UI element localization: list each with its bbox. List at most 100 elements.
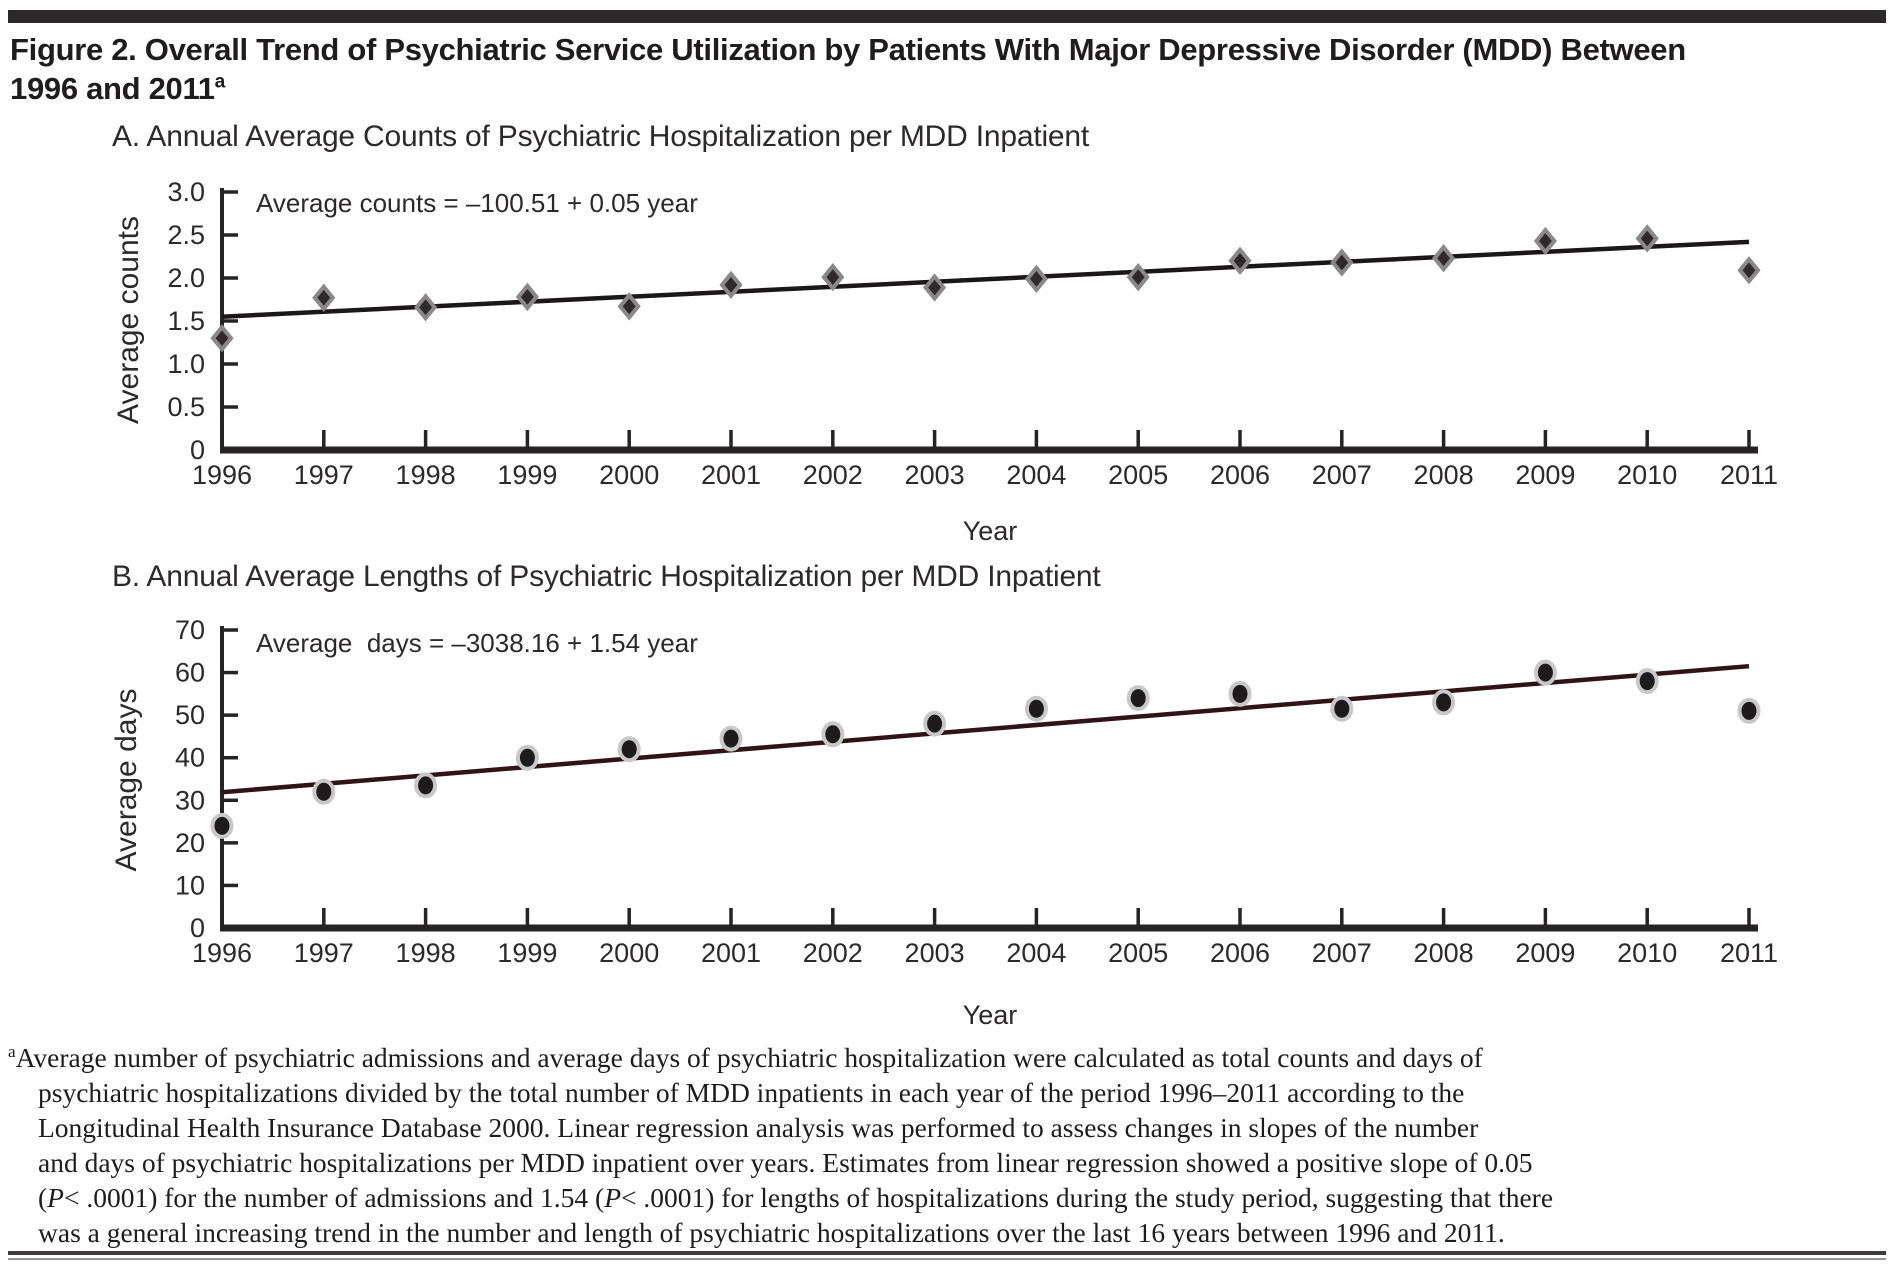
data-point-diamond: [923, 273, 947, 302]
y-tick-label: 0.5: [167, 392, 205, 422]
x-tick-label: 2001: [701, 938, 761, 968]
x-tick-label: 1996: [192, 460, 252, 490]
data-point-circle: [210, 812, 234, 839]
data-point-circle: [414, 772, 438, 799]
y-tick-label: 0: [190, 913, 205, 943]
x-tick-label: 1999: [497, 938, 557, 968]
data-point-circle: [1126, 685, 1150, 712]
y-tick-label: 10: [175, 870, 205, 900]
chart-b: 0 10 20 30 40 50 60 70 1996 1997 1998 1999 2000 2001 2…: [110, 615, 1778, 1030]
x-tick-label: 2005: [1108, 460, 1168, 490]
x-tick-label: 2000: [599, 460, 659, 490]
data-point-diamond: [1635, 224, 1659, 253]
data-point-circle: [312, 778, 336, 805]
data-point-diamond: [1024, 264, 1048, 294]
bottom-rule-dark-line: [8, 1251, 1886, 1255]
chart-a: 0 0.5 1.0 1.5 2.0 2.5 3.0 1996 1997 1998 1999 2000 2…: [112, 177, 1778, 546]
data-point-circle: [1737, 697, 1761, 724]
data-point-diamond: [1432, 244, 1456, 273]
data-point-diamond: [1533, 226, 1557, 256]
x-tick-label: 2008: [1414, 460, 1474, 490]
x-tick-label: 2004: [1006, 938, 1066, 968]
x-tick-label: 2009: [1515, 938, 1575, 968]
y-axis-label: Average counts: [112, 216, 145, 424]
x-tick-label: 2010: [1617, 938, 1677, 968]
data-point-circle: [1024, 695, 1048, 722]
data-point-circle: [719, 725, 743, 752]
x-tick-label: 2000: [599, 938, 659, 968]
x-tick-label: 1997: [294, 938, 354, 968]
figure-title: Figure 2. Overall Trend of Psychiatric S…: [10, 30, 1884, 108]
x-tick-label: 2011: [1720, 938, 1778, 968]
x-tick-label: 2005: [1108, 938, 1168, 968]
figure-title-line1: Figure 2. Overall Trend of Psychiatric S…: [10, 32, 1686, 67]
x-tick-label: 2006: [1210, 460, 1270, 490]
bottom-rule-gray-line: [8, 1258, 1886, 1260]
footnote-line: and days of psychiatric hospitalizations…: [38, 1147, 1533, 1178]
x-tick-label: 2008: [1414, 938, 1474, 968]
data-point-circle: [515, 744, 539, 771]
footnote-line: psychiatric hospitalizations divided by …: [38, 1077, 1465, 1108]
data-point-diamond: [414, 293, 438, 322]
x-axis-label: Year: [963, 516, 1018, 546]
trend-line: [221, 239, 1750, 319]
footnote-line: aAverage number of psychiatric admission…: [8, 1041, 1483, 1073]
x-tick-label: 2011: [1720, 460, 1778, 490]
panel-a-heading: A. Annual Average Counts of Psychiatric …: [112, 120, 1090, 153]
panel-b-heading: B. Annual Average Lengths of Psychiatric…: [112, 560, 1101, 593]
x-tick-label: 1997: [294, 460, 354, 490]
data-point-circle: [1533, 659, 1557, 686]
data-point-circle: [1432, 689, 1456, 716]
data-point-diamond: [515, 282, 539, 312]
x-tick-label: 2006: [1210, 938, 1270, 968]
footnote-line: was a general increasing trend in the nu…: [38, 1217, 1505, 1248]
x-tick-label: 2009: [1515, 460, 1575, 490]
data-point-diamond: [617, 292, 641, 321]
regression-equation: Average counts = –100.51 + 0.05 year: [256, 188, 698, 218]
bottom-rule: [8, 1251, 1886, 1260]
x-tick-label: 1999: [497, 460, 557, 490]
axes: [220, 188, 1758, 454]
x-tick-label: 2003: [905, 460, 965, 490]
y-tick-label: 30: [175, 785, 205, 815]
data-point-circle: [1330, 695, 1354, 722]
x-tick-label: 2002: [803, 938, 863, 968]
x-tick-label: 1998: [396, 460, 456, 490]
data-point-diamond: [821, 262, 845, 292]
y-tick-label: 40: [175, 743, 205, 773]
data-point-diamond: [312, 283, 336, 312]
y-tick-label: 0: [190, 435, 205, 465]
x-tick-label: 1996: [192, 938, 252, 968]
data-point-circle: [617, 736, 641, 763]
trend-line: [221, 663, 1750, 795]
y-tick-label: 3.0: [167, 177, 205, 207]
axes: [220, 626, 1758, 932]
y-tick-label: 2.0: [167, 263, 205, 293]
y-tick-label: 20: [175, 828, 205, 858]
y-tick-label: 1.0: [167, 349, 205, 379]
y-tick-label: 2.5: [167, 220, 205, 250]
footnote-line: (P< .0001) for the number of admissions …: [38, 1182, 1554, 1213]
data-point-circle: [1228, 680, 1252, 707]
x-tick-label: 1998: [396, 938, 456, 968]
data-point-diamond: [1126, 262, 1150, 292]
x-tick-label: 2002: [803, 460, 863, 490]
data-point-diamond: [1737, 256, 1761, 285]
data-point-diamond: [1228, 246, 1252, 275]
x-tick-label: 2010: [1617, 460, 1677, 490]
x-tick-label: 2003: [905, 938, 965, 968]
x-tick-label: 2004: [1006, 460, 1066, 490]
x-tick-label: 2001: [701, 460, 761, 490]
y-tick-label: 70: [175, 615, 205, 645]
regression-equation: Average days = –3038.16 + 1.54 year: [256, 628, 698, 658]
figure-footnote-marker: a: [214, 71, 226, 93]
y-tick-label: 60: [175, 658, 205, 688]
figure-title-line2: 1996 and 2011: [10, 71, 215, 106]
data-point-circle: [821, 721, 845, 748]
data-point-circle: [923, 710, 947, 737]
x-tick-label: 2007: [1312, 460, 1372, 490]
data-point-circle: [1635, 668, 1659, 695]
y-tick-label: 1.5: [167, 306, 205, 336]
footnote: aAverage number of psychiatric admission…: [8, 1040, 1818, 1250]
